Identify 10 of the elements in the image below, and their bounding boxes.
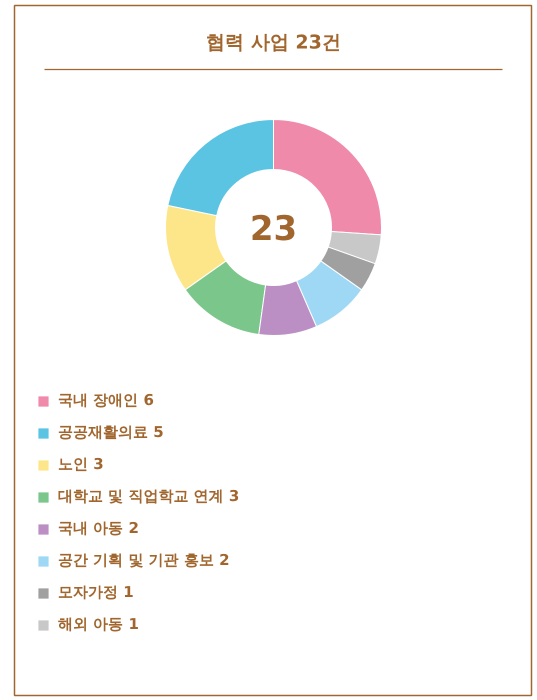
legend-label: 모자가정 1 — [58, 583, 134, 602]
legend-label: 해외 아동 1 — [58, 615, 139, 634]
legend-label: 공간 기획 및 기관 홍보 2 — [58, 551, 230, 570]
legend-label: 국내 아동 2 — [58, 519, 139, 538]
text: 23 — [250, 209, 298, 249]
chart-title: 협력 사업 23건 — [206, 32, 341, 54]
legend-label: 공공재활의료 5 — [58, 423, 164, 442]
legend-label: 노인 3 — [58, 455, 104, 474]
legend-label: 대학교 및 직업학교 연계 3 — [58, 487, 240, 506]
legend-label: 국내 장애인 6 — [58, 391, 154, 410]
